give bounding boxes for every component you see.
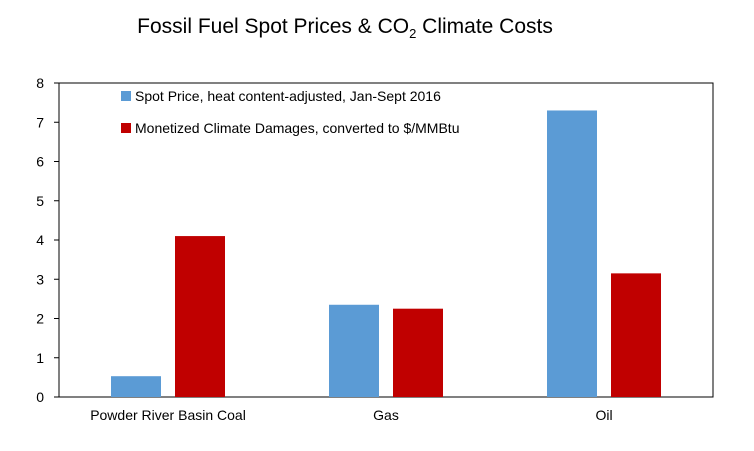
chart-title: Fossil Fuel Spot Prices & CO2 Climate Co… bbox=[137, 15, 553, 41]
chart-title-subscript: 2 bbox=[409, 26, 416, 41]
bar-climate-damages bbox=[611, 273, 661, 397]
x-axis-labels: Powder River Basin Coal Gas Oil bbox=[90, 407, 612, 423]
legend-label: Spot Price, heat content-adjusted, Jan-S… bbox=[135, 88, 441, 104]
y-tick-label: 1 bbox=[36, 350, 44, 366]
y-tick-label: 8 bbox=[36, 75, 44, 91]
bar-climate-damages bbox=[175, 236, 225, 397]
y-axis: 0 1 2 3 4 5 6 7 8 bbox=[36, 75, 59, 405]
bar-climate-damages bbox=[393, 308, 443, 397]
y-tick-label: 6 bbox=[36, 154, 44, 170]
chart-title-tail: Climate Costs bbox=[416, 15, 553, 38]
bar-spot-price bbox=[111, 376, 161, 397]
y-tick-label: 5 bbox=[36, 193, 44, 209]
y-tick-label: 0 bbox=[36, 389, 44, 405]
y-tick-label: 7 bbox=[36, 114, 44, 130]
bar-spot-price bbox=[329, 304, 379, 397]
y-tick-label: 4 bbox=[36, 232, 44, 248]
x-category-label: Powder River Basin Coal bbox=[90, 407, 246, 423]
legend-swatch bbox=[121, 91, 131, 101]
bars-group bbox=[111, 110, 661, 397]
legend-label: Monetized Climate Damages, converted to … bbox=[135, 120, 459, 136]
y-tick-label: 2 bbox=[36, 311, 44, 327]
chart-title-main: Fossil Fuel Spot Prices & CO bbox=[137, 15, 409, 38]
x-category-label: Gas bbox=[373, 407, 399, 423]
bar-spot-price bbox=[547, 110, 597, 397]
legend-swatch bbox=[121, 123, 131, 133]
legend: Spot Price, heat content-adjusted, Jan-S… bbox=[121, 88, 459, 136]
x-category-label: Oil bbox=[595, 407, 612, 423]
y-tick-label: 3 bbox=[36, 271, 44, 287]
